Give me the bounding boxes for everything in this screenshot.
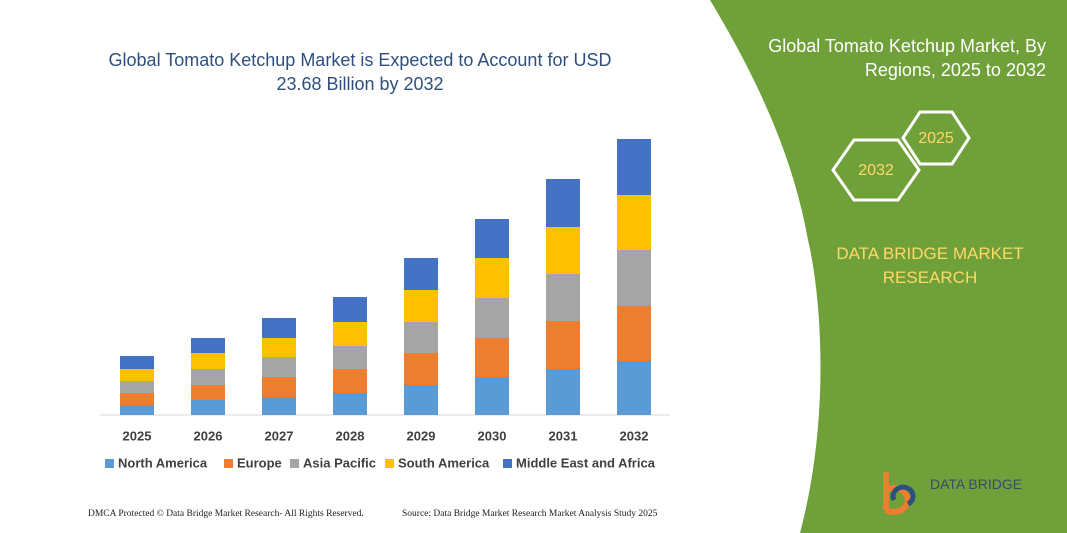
logo-icon [890, 484, 916, 507]
bar-segment [191, 400, 225, 415]
legend-swatch [385, 459, 394, 468]
legend-label: South America [398, 455, 490, 470]
bar-segment [617, 195, 651, 250]
bar-segment [404, 258, 438, 290]
bar-segment [617, 306, 651, 361]
x-tick-label: 2027 [265, 428, 294, 443]
side-panel [710, 0, 1067, 533]
bar-segment [333, 346, 367, 369]
chart-title: Global Tomato Ketchup Market is Expected… [108, 50, 612, 94]
legend-swatch [224, 459, 233, 468]
bar-segment [404, 385, 438, 415]
bar-segment [546, 321, 580, 369]
x-tick-label: 2030 [478, 428, 507, 443]
legend-swatch [290, 459, 299, 468]
bar-segment [120, 369, 154, 381]
bar-segment [262, 318, 296, 338]
bar-segment [546, 369, 580, 415]
bar-segment [262, 338, 296, 357]
bar-segment [262, 377, 296, 397]
bar-segment [262, 357, 296, 377]
logo-icon [883, 472, 911, 515]
x-tick-label: 2032 [620, 428, 649, 443]
bar-segment [120, 405, 154, 415]
bar-segment [333, 369, 367, 393]
bar-segment [333, 393, 367, 415]
brand: DATA BRIDGE MARKET RESEARCH [836, 244, 1024, 287]
hexagon-label: 2025 [918, 130, 954, 147]
bar-segment [404, 322, 438, 353]
bar-segment [546, 274, 580, 321]
legend-swatch [503, 459, 512, 468]
x-tick-label: 2025 [123, 428, 152, 443]
bar-segment [475, 258, 509, 298]
footer-text: DMCA Protected © Data Bridge Market Rese… [88, 509, 364, 519]
bar-segment [262, 397, 296, 415]
bar-segment [120, 381, 154, 393]
bar-segment [191, 353, 225, 369]
side-title: Global Tomato Ketchup Market, By Regions… [768, 36, 1046, 80]
legend-swatch [105, 459, 114, 468]
logo-text: DATA BRIDGE [930, 476, 1023, 492]
bar-segment [475, 377, 509, 415]
bar-segment [546, 227, 580, 274]
bar-segment [617, 250, 651, 306]
bar-segment [475, 338, 509, 377]
legend-label: Asia Pacific [303, 455, 376, 470]
bar-segment [333, 297, 367, 322]
legend-label: Europe [237, 455, 282, 470]
bar-segment [120, 393, 154, 405]
bar-segment [617, 361, 651, 415]
bar-segment [404, 290, 438, 322]
bar-segment [191, 385, 225, 400]
footer-text: Source: Data Bridge Market Research Mark… [402, 509, 658, 519]
x-tick-label: 2026 [194, 428, 223, 443]
bar-segment [546, 179, 580, 227]
bar-segment [191, 369, 225, 385]
hexagon [901, 110, 971, 166]
x-tick-label: 2028 [336, 428, 365, 443]
x-tick-label: 2029 [407, 428, 436, 443]
x-tick-label: 2031 [549, 428, 578, 443]
bar-segment [404, 353, 438, 385]
bar-segment [333, 322, 367, 346]
legend-label: Middle East and Africa [516, 455, 656, 470]
bar-segment [475, 298, 509, 338]
hexagon [831, 138, 921, 202]
bar-segment [617, 139, 651, 195]
bar-segment [120, 356, 154, 369]
hexagon-label: 2032 [858, 162, 894, 179]
bar-segment [475, 219, 509, 258]
legend-label: North America [118, 455, 208, 470]
bar-segment [191, 338, 225, 353]
